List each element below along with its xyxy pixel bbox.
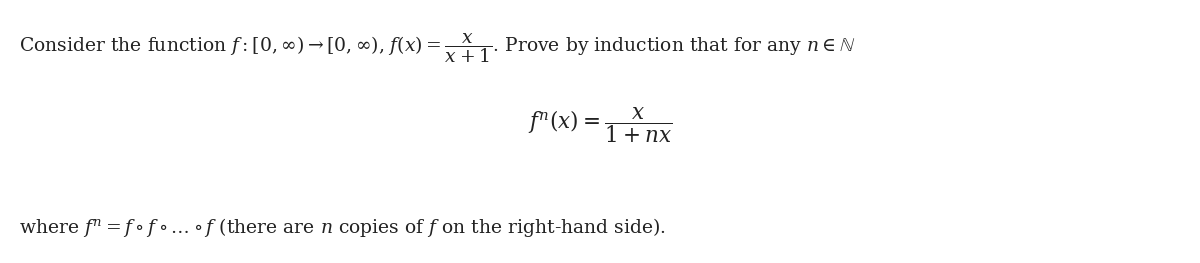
- Text: Consider the function $f : [0, \infty) \to [0, \infty)$, $f(x) = \dfrac{x}{x+1}$: Consider the function $f : [0, \infty) \…: [19, 32, 856, 65]
- Text: where $f^{n} = f \circ f \circ \ldots \circ f$ (there are $n$ copies of $f$ on t: where $f^{n} = f \circ f \circ \ldots \c…: [19, 216, 666, 239]
- Text: $f^{n}(x) = \dfrac{x}{1 + nx}$: $f^{n}(x) = \dfrac{x}{1 + nx}$: [528, 105, 672, 145]
